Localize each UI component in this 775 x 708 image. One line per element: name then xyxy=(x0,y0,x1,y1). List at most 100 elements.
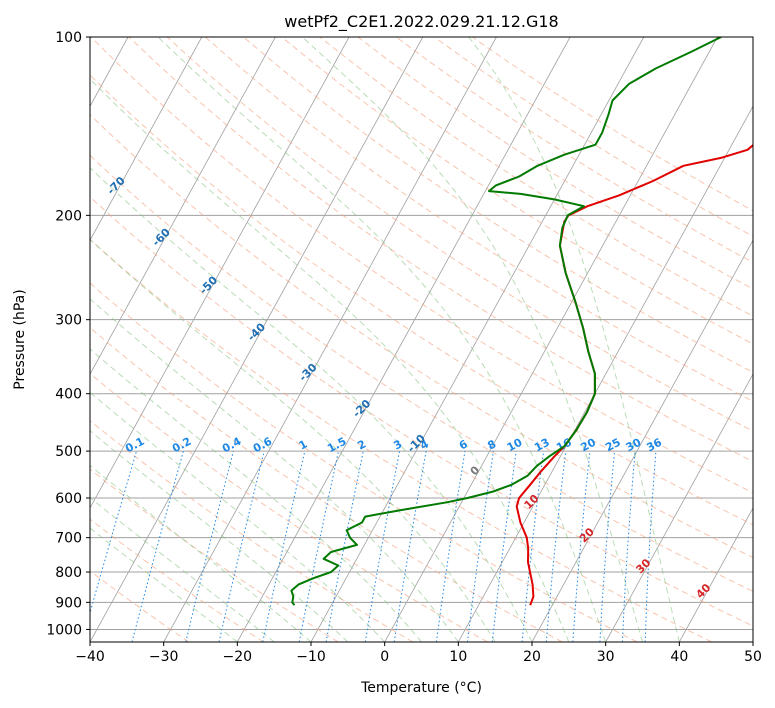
x-tick-label: 30 xyxy=(597,649,615,665)
chart-title: wetPf2_C2E1.2022.029.21.12.G18 xyxy=(284,12,558,32)
profile-line-0 xyxy=(515,143,753,606)
mixing-ratio-label: 13 xyxy=(532,436,552,455)
mixing-ratio-line xyxy=(262,450,306,642)
isotherm-label: -80 xyxy=(55,130,78,153)
y-tick-label: 900 xyxy=(55,595,82,611)
dry-adiabat-line xyxy=(90,74,753,526)
x-tick-label: −10 xyxy=(296,649,326,665)
mixing-ratio-line xyxy=(644,451,657,642)
mixing-ratio-line xyxy=(572,451,591,642)
moist-adiabat-line xyxy=(90,430,349,642)
plot-frame xyxy=(89,36,754,643)
dry-adiabat-line xyxy=(204,37,753,402)
dry-adiabat-line xyxy=(90,282,638,642)
y-axis-label: Pressure (hPa) xyxy=(12,289,28,389)
moist-adiabat-line xyxy=(90,348,422,642)
x-tick-label: 40 xyxy=(670,649,688,665)
isotherm-line xyxy=(310,37,645,642)
isotherm-line xyxy=(605,373,753,642)
mixing-ratio-label: 6 xyxy=(457,437,470,452)
dry-adiabat-line xyxy=(357,37,753,290)
isotherm-line xyxy=(457,105,753,642)
x-axis-label: Temperature (°C) xyxy=(360,680,482,696)
x-tick-label: 10 xyxy=(449,649,467,665)
background-lines xyxy=(90,37,753,642)
dry-adiabat-line xyxy=(319,37,753,317)
dry-adiabat-line xyxy=(90,518,264,642)
mixing-ratio-line xyxy=(131,450,184,642)
y-axis-ticks: 100 200 300 400 500 600 700 800 900 1000 xyxy=(46,30,90,638)
moist-adiabat-line xyxy=(301,37,643,642)
mixing-ratio-line xyxy=(621,451,636,642)
isotherm-line xyxy=(90,37,276,375)
mixing-ratio-label: 2 xyxy=(355,437,368,452)
mixing-ratio-line xyxy=(435,451,466,642)
isotherm-line xyxy=(678,507,753,642)
moist-adiabat-line xyxy=(90,391,386,642)
moist-adiabat-line xyxy=(157,37,607,642)
isotherm-line xyxy=(752,641,753,642)
mixing-ratio-label: 0.4 xyxy=(220,435,244,456)
isotherm-line xyxy=(90,37,350,509)
mixing-ratio-line xyxy=(545,451,567,642)
isotherm-line xyxy=(384,37,718,642)
isotherm-label: -90 xyxy=(3,90,26,113)
mixing-ratio-line xyxy=(298,450,339,642)
mixing-ratio-line xyxy=(364,451,400,642)
mixing-ratio-label: 3 xyxy=(391,437,404,452)
dry-adiabat-line xyxy=(90,570,190,642)
mixing-ratio-label: 10 xyxy=(505,435,525,454)
mixing-ratio-label: 1.5 xyxy=(325,435,348,456)
mixing-ratio-line xyxy=(325,450,364,642)
mixing-ratio-line xyxy=(185,450,234,642)
profile-line-1 xyxy=(290,37,722,606)
isotherm-label: 30 xyxy=(633,556,653,576)
isotherm-label: 10 xyxy=(522,492,542,512)
x-tick-label: −40 xyxy=(75,649,105,665)
mixing-ratio-line xyxy=(521,451,545,642)
mixing-ratio-label: 0.6 xyxy=(251,435,275,456)
x-tick-label: −20 xyxy=(223,649,253,665)
mixing-ratio-line xyxy=(393,451,427,642)
moist-adiabat-line xyxy=(468,37,680,642)
isotherm-label: 0 xyxy=(468,463,483,478)
mixing-ratio-label: 0.1 xyxy=(123,435,146,456)
isotherm-label: 20 xyxy=(577,525,597,545)
dry-adiabat-line xyxy=(90,468,339,642)
x-tick-label: −30 xyxy=(149,649,179,665)
moist-adiabat-line xyxy=(90,78,570,642)
dry-adiabat-line xyxy=(243,37,753,373)
mixing-ratio-label: 25 xyxy=(603,436,623,455)
x-tick-label: 20 xyxy=(523,649,541,665)
y-tick-label: 700 xyxy=(55,531,82,547)
mixing-ratio-label: 20 xyxy=(578,436,598,455)
y-tick-label: 100 xyxy=(55,30,82,46)
x-tick-label: 0 xyxy=(380,649,389,665)
moist-adiabat-line xyxy=(90,464,312,642)
dry-adiabat-line xyxy=(90,372,488,642)
y-tick-label: 300 xyxy=(55,313,82,329)
moist-adiabat-line xyxy=(90,298,459,642)
dry-adiabat-line xyxy=(90,327,563,642)
isotherm-line xyxy=(236,37,571,642)
y-tick-label: 600 xyxy=(55,491,82,507)
dry-adiabat-line xyxy=(90,196,753,627)
moist-adiabat-line xyxy=(90,238,496,642)
dry-adiabat-line xyxy=(90,114,753,559)
moist-adiabat-line xyxy=(90,527,238,642)
mixing-ratio-line xyxy=(467,451,494,642)
mixing-ratio-label: 30 xyxy=(624,436,644,455)
mixing-ratio-line xyxy=(599,451,616,642)
isotherm-line xyxy=(90,37,203,242)
y-tick-label: 800 xyxy=(55,565,82,581)
x-axis-ticks: −40 −30 −20 −10 0 10 20 30 40 50 xyxy=(75,642,762,665)
x-tick-label: 50 xyxy=(744,649,762,665)
dry-adiabat-line xyxy=(90,420,414,642)
y-tick-label: 500 xyxy=(55,444,82,460)
y-tick-label: 400 xyxy=(55,387,82,403)
mixing-ratio-label: 36 xyxy=(644,436,664,455)
dry-adiabat-line xyxy=(166,37,753,432)
mixing-ratio-line xyxy=(491,451,517,642)
profile-lines xyxy=(290,37,753,606)
